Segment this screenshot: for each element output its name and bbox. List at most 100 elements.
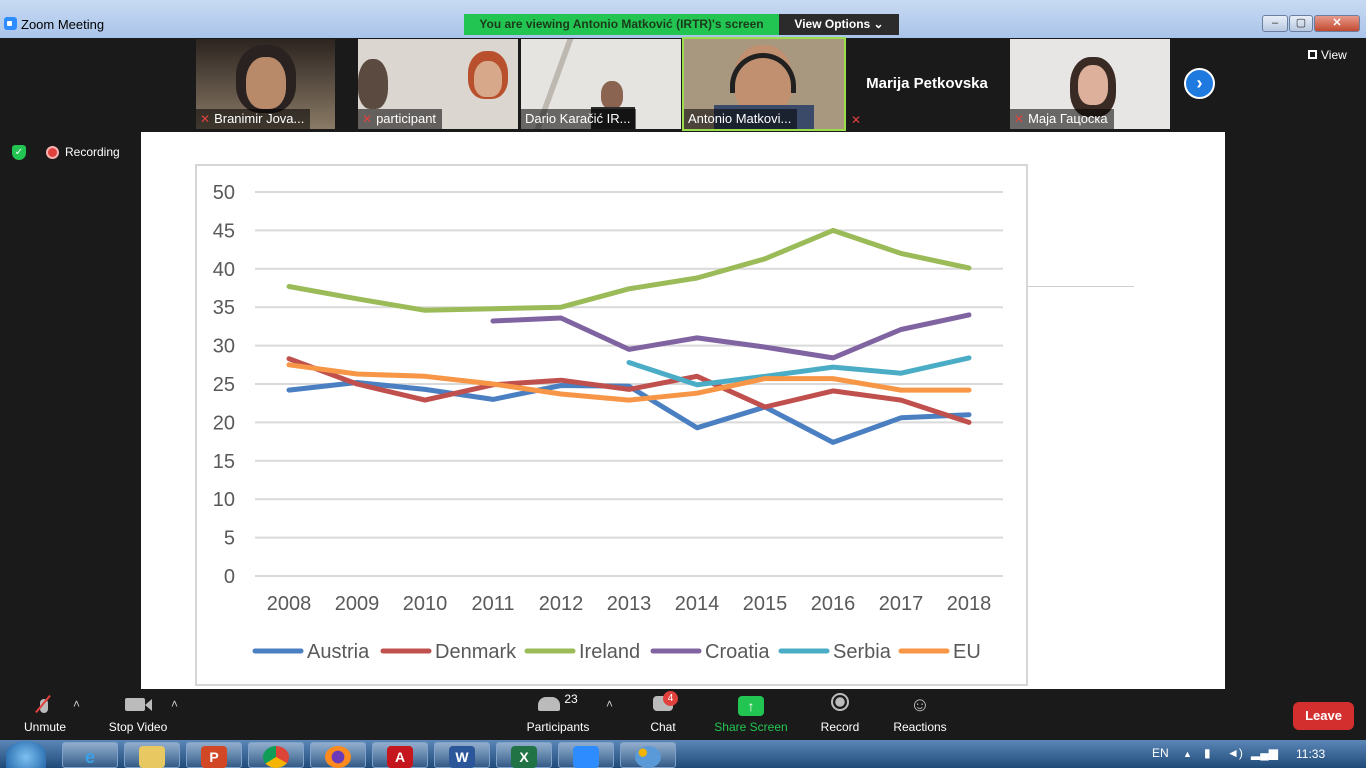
minimize-button[interactable]: – xyxy=(1262,15,1288,32)
taskbar-explorer[interactable] xyxy=(124,742,180,768)
record-label: Record xyxy=(820,720,860,734)
muted-mic-icon: ✕ xyxy=(200,112,211,126)
participants-button[interactable]: 23 Participants xyxy=(524,689,592,740)
y-tick-label: 5 xyxy=(224,528,235,550)
view-button[interactable]: View xyxy=(1308,48,1347,62)
leave-button[interactable]: Leave xyxy=(1293,702,1354,730)
series-line-eu xyxy=(286,362,972,403)
share-screen-icon: ↑ xyxy=(738,696,764,716)
participant-name: Antonio Matkovi... xyxy=(688,111,792,126)
volume-icon[interactable]: ◄) xyxy=(1227,746,1243,760)
active-speaker-tile[interactable]: Antonio Matkovi... xyxy=(682,37,846,131)
chat-label: Chat xyxy=(650,720,676,734)
chat-icon xyxy=(643,689,683,719)
x-tick-label: 2012 xyxy=(539,593,584,615)
ie-icon: e xyxy=(84,747,95,767)
legend-label: EU xyxy=(953,641,981,663)
stop-video-button[interactable]: Stop Video xyxy=(104,689,172,740)
series-line-ireland xyxy=(286,227,972,313)
window-title: Zoom Meeting xyxy=(21,17,105,32)
chrome-icon xyxy=(263,746,289,768)
participants-icon: 23 xyxy=(524,689,592,719)
participant-name: participant xyxy=(376,111,437,126)
reactions-button[interactable]: ☺ Reactions xyxy=(890,689,950,740)
participant-tile[interactable]: ✕ participant xyxy=(358,39,518,129)
video-options-caret[interactable]: ˄ xyxy=(171,697,179,711)
x-tick-label: 2014 xyxy=(675,593,720,615)
participant-face xyxy=(474,61,502,97)
series-line-croatia xyxy=(490,312,972,361)
participant-name-label: Antonio Matkovi... xyxy=(684,109,798,129)
tray-expand-icon[interactable]: ▲ xyxy=(1183,749,1192,759)
taskbar-acrobat[interactable]: A xyxy=(372,742,428,768)
muted-mic-icon xyxy=(14,689,76,719)
taskbar-powerpoint[interactable]: P xyxy=(186,742,242,768)
unmute-label: Unmute xyxy=(23,720,67,734)
participants-options-caret[interactable]: ˄ xyxy=(606,697,614,711)
participant-name-label: ✕ participant xyxy=(358,109,443,129)
muted-mic-icon: ✕ xyxy=(362,112,373,126)
shield-icon[interactable]: ✓ xyxy=(12,145,26,160)
y-tick-label: 25 xyxy=(213,374,235,396)
x-tick-label: 2017 xyxy=(879,593,924,615)
taskbar-word[interactable]: W xyxy=(434,742,490,768)
participant-figure xyxy=(358,59,388,109)
participant-tile[interactable]: Dario Karačić IR... xyxy=(521,39,681,129)
participant-name: Maja Гацоска xyxy=(1028,111,1108,126)
unmute-button[interactable]: Unmute xyxy=(14,689,76,740)
participant-tile[interactable]: ✕ Maja Гацоска xyxy=(1010,39,1170,129)
participant-name: Branimir Jova... xyxy=(214,111,305,126)
participant-face xyxy=(601,81,623,109)
record-button[interactable]: Record xyxy=(815,689,865,740)
network-icon[interactable]: ▂▄▆ xyxy=(1251,746,1278,760)
participants-count: 23 xyxy=(564,692,578,706)
zoom-icon xyxy=(573,746,599,768)
view-label: View xyxy=(1321,48,1347,62)
participant-face xyxy=(246,57,286,109)
next-page-button[interactable]: › xyxy=(1184,68,1215,99)
taskbar-chrome[interactable] xyxy=(248,742,304,768)
window-title-bar: Zoom Meeting You are viewing Antonio Mat… xyxy=(0,0,1366,38)
taskbar-firefox[interactable] xyxy=(310,742,366,768)
grid-view-icon xyxy=(1308,50,1317,59)
legend-label: Austria xyxy=(307,641,370,663)
chart-frame: 0 5 10 15 20 25 30 35 40 45 50 2008 2009 2010 2011 2012… xyxy=(195,164,1028,686)
muted-mic-icon: ✕ xyxy=(851,113,862,127)
view-options-button[interactable]: View Options ⌄ xyxy=(779,14,899,35)
x-tick-label: 2018 xyxy=(947,593,992,615)
taskbar-zoom[interactable] xyxy=(558,742,614,768)
y-tick-label: 35 xyxy=(213,297,235,319)
legend-label: Croatia xyxy=(705,641,770,663)
participant-name-label: ✕ Branimir Jova... xyxy=(196,109,311,129)
muted-mic-icon: ✕ xyxy=(1014,112,1025,126)
y-tick-label: 50 xyxy=(213,182,235,204)
restore-button[interactable]: ▢ xyxy=(1289,15,1313,32)
legend-label: Denmark xyxy=(435,641,517,663)
recording-icon xyxy=(46,146,59,159)
participant-tile[interactable]: ✕ Branimir Jova... xyxy=(196,39,335,129)
power-icon[interactable]: ▮ xyxy=(1204,746,1211,760)
reactions-label: Reactions xyxy=(893,720,947,734)
y-tick-label: 15 xyxy=(213,451,235,473)
line-chart: 0 5 10 15 20 25 30 35 40 45 50 2008 2009 2010 2011 2012… xyxy=(213,182,1003,663)
audio-options-caret[interactable]: ˄ xyxy=(73,697,81,711)
clock[interactable]: 11:33 xyxy=(1296,747,1326,761)
start-button[interactable] xyxy=(6,741,46,768)
taskbar-ie[interactable]: e xyxy=(62,742,118,768)
recording-label: Recording xyxy=(65,145,120,159)
word-icon: W xyxy=(449,746,475,768)
taskbar-paint[interactable] xyxy=(620,742,676,768)
chat-button[interactable]: 4 Chat xyxy=(643,689,683,740)
close-window-button[interactable]: ✕ xyxy=(1314,15,1360,32)
powerpoint-icon: P xyxy=(201,746,227,768)
y-tick-label: 45 xyxy=(213,220,235,242)
participant-tile-no-video[interactable]: Marija Petkovska ✕ xyxy=(847,39,1007,129)
y-tick-label: 40 xyxy=(213,259,235,281)
folder-icon xyxy=(139,746,165,768)
participants-label: Participants xyxy=(526,720,590,734)
x-tick-label: 2016 xyxy=(811,593,856,615)
share-screen-label: Share Screen xyxy=(714,720,788,734)
language-indicator[interactable]: EN xyxy=(1152,746,1169,760)
taskbar-excel[interactable]: X xyxy=(496,742,552,768)
share-screen-button[interactable]: ↑ Share Screen xyxy=(712,689,790,740)
